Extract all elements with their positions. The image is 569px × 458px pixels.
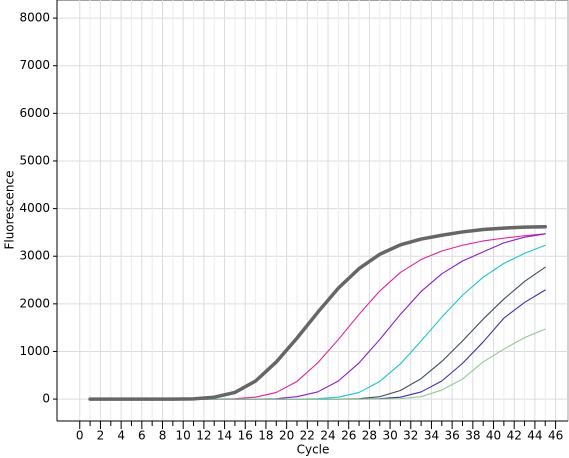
x-tick-label: 10 (176, 429, 191, 443)
x-tick-label: 24 (320, 429, 335, 443)
x-tick-label: 42 (507, 429, 522, 443)
series-line (88, 224, 547, 401)
y-tick-label: 1000 (19, 344, 50, 358)
x-tick-label: 44 (527, 429, 542, 443)
y-tick-label: 0 (42, 392, 50, 406)
x-tick-label: 26 (341, 429, 356, 443)
x-tick-label: 16 (238, 429, 253, 443)
x-tick-label: 46 (548, 429, 563, 443)
x-tick-label: 14 (217, 429, 232, 443)
x-tick-label: 34 (424, 429, 439, 443)
x-tick-label: 8 (159, 429, 167, 443)
plot-area (56, 0, 569, 422)
x-tick-label: 38 (465, 429, 480, 443)
y-tick-label: 2000 (19, 296, 50, 310)
y-tick-label: 5000 (19, 153, 50, 167)
x-tick-label: 6 (138, 429, 146, 443)
x-tick-label: 36 (445, 429, 460, 443)
x-tick-label: 4 (117, 429, 125, 443)
y-tick-label: 8000 (19, 11, 50, 25)
x-tick-label: 40 (486, 429, 501, 443)
y-axis-label: Fluorescence (3, 170, 17, 249)
x-tick-label: 28 (362, 429, 377, 443)
x-tick-label: 0 (76, 429, 84, 443)
x-tick-label: 2 (97, 429, 105, 443)
x-axis-label: Cycle (297, 443, 330, 457)
y-tick-label: 7000 (19, 58, 50, 72)
y-tick-label: 4000 (19, 201, 50, 215)
x-tick-label: 32 (403, 429, 418, 443)
x-tick-label: 12 (196, 429, 211, 443)
y-tick-label: 3000 (19, 249, 50, 263)
x-tick-label: 22 (300, 429, 315, 443)
y-tick-label: 6000 (19, 106, 50, 120)
x-tick-label: 20 (279, 429, 294, 443)
x-tick-label: 30 (382, 429, 397, 443)
x-tick-label: 18 (258, 429, 273, 443)
